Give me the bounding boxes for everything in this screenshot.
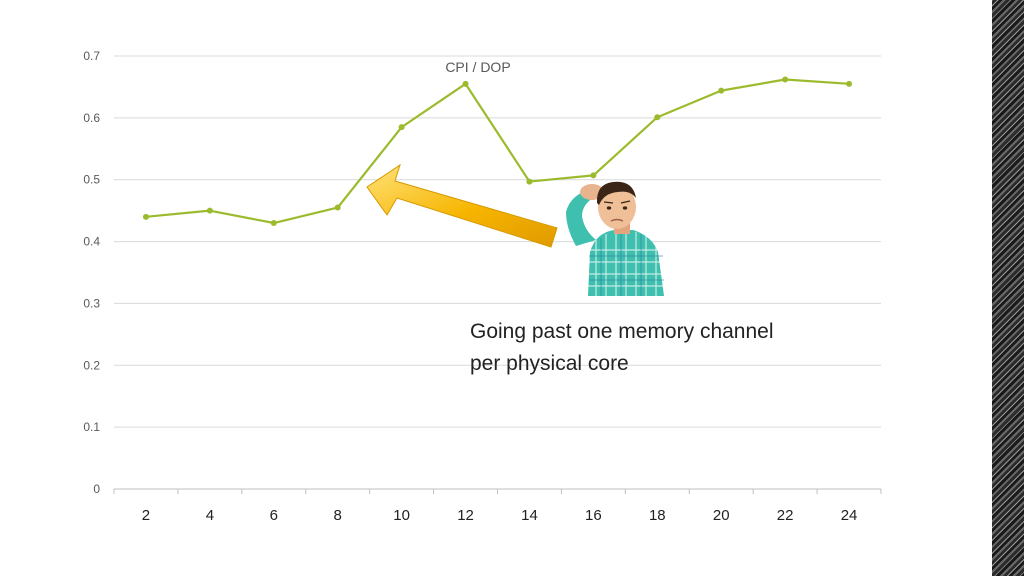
x-tick-label: 18 [649,507,666,524]
data-point [270,220,277,227]
y-tick-label: 0.6 [83,111,100,125]
y-tick-label: 0.2 [83,358,100,372]
data-point [142,213,149,220]
data-point [526,178,533,185]
x-tick-label: 12 [457,507,474,524]
side-strip-edge [986,0,992,576]
data-point [398,124,405,131]
y-tick-label: 0.4 [83,235,100,249]
x-tick-label: 8 [334,507,342,524]
chart-title: CPI / DOP [445,59,510,75]
x-tick-label: 2 [142,507,150,524]
annotation-line-2: per physical core [470,352,629,375]
data-point [782,76,789,83]
series-line [145,78,850,225]
data-point [718,87,725,94]
decorative-side-strip [986,0,1024,576]
confused-boy-image [566,181,664,296]
x-axis [113,488,882,494]
data-point [206,207,213,214]
x-tick-label: 10 [393,507,410,524]
series-cpi-dop [142,76,853,227]
annotation-line-1: Going past one memory channel [470,320,774,343]
x-tick-label: 4 [206,507,214,524]
grid-lines [114,55,881,428]
y-tick-label: 0.7 [83,49,100,63]
data-point [462,80,469,87]
y-tick-labels: 0 0.1 0.2 0.3 0.4 0.5 0.6 0.7 [83,49,100,496]
annotation-text: Going past one memory channel per physic… [470,316,830,380]
y-tick-label: 0 [93,482,100,496]
x-tick-label: 14 [521,507,538,524]
data-point [590,172,597,179]
x-tick-label: 20 [713,507,730,524]
x-tick-label: 22 [777,507,794,524]
y-tick-label: 0.3 [83,296,100,310]
x-tick-label: 24 [841,507,858,524]
data-point [846,80,853,87]
orange-arrow-icon [366,163,558,248]
data-point [334,204,341,211]
x-tick-label: 16 [585,507,602,524]
x-tick-labels: 2 4 6 8 10 12 14 16 18 20 22 24 [142,507,858,524]
data-point [654,114,661,121]
x-tick-label: 6 [270,507,278,524]
y-tick-label: 0.1 [83,420,100,434]
y-tick-label: 0.5 [83,173,100,187]
